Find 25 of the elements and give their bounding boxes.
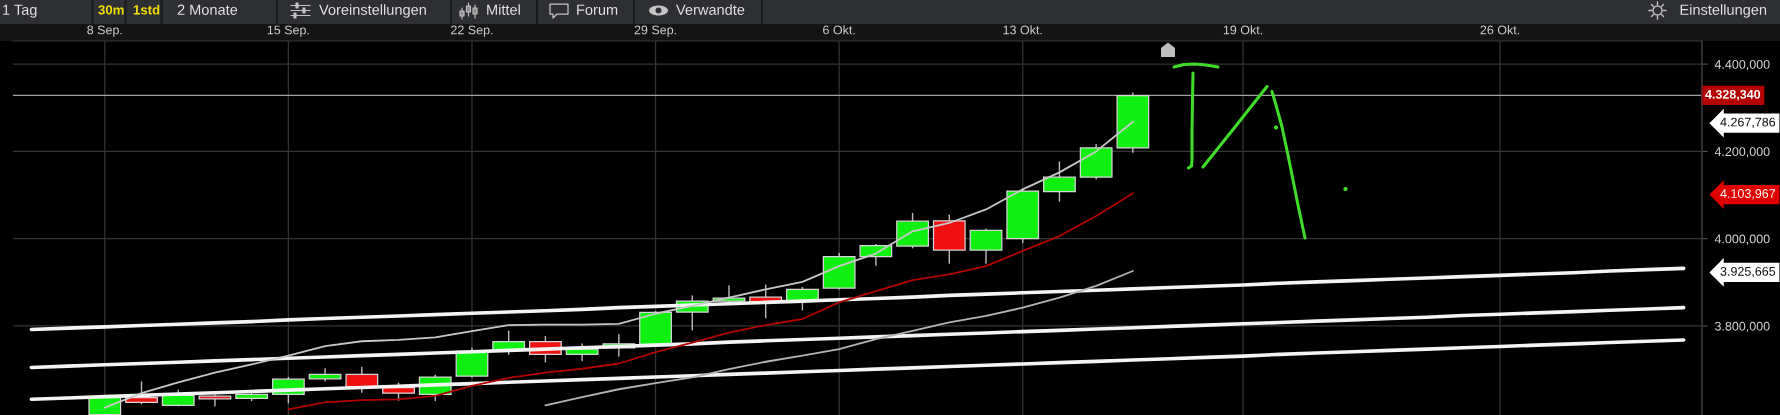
text: Voreinstellungen [319, 4, 426, 18]
x-tick-label: 22 Sep. [451, 25, 493, 37]
y-tick-label: 4.200,000 [1714, 147, 1770, 158]
y-tick-label: 4.000,000 [1714, 234, 1770, 245]
y2-tick-label: 4.267,786 [1720, 117, 1776, 128]
x-tick-label: 13 Okt. [1003, 25, 1042, 35]
x-tick-label: 19 Okt. [1223, 25, 1263, 35]
text: 1std [133, 4, 160, 15]
x-tick-label: 8 Sep. [87, 25, 122, 37]
x-tick-label: 29 Sep. [634, 25, 676, 37]
y2-tick-label: 4.103,967 [1720, 189, 1776, 200]
text: 1 Tag [3, 4, 37, 18]
text: Einstellungen [1680, 4, 1767, 18]
x-tick-label: 15 Sep. [267, 25, 309, 37]
text: 30m [98, 5, 124, 15]
text: Forum [577, 4, 618, 15]
x-tick-label: 26 Okt. [1480, 25, 1520, 35]
text: 2 Monate [177, 4, 238, 15]
ref-line-label: 4.328,340 [1705, 89, 1761, 101]
text: Verwandte [676, 4, 745, 15]
text: Mittel [487, 4, 520, 15]
y2-tick-label: 3.925,665 [1720, 266, 1776, 278]
x-tick-label: 6 Okt. [823, 25, 855, 35]
y-tick-label: 4.400,000 [1714, 59, 1770, 71]
y-tick-label: 3.800,000 [1714, 321, 1770, 333]
